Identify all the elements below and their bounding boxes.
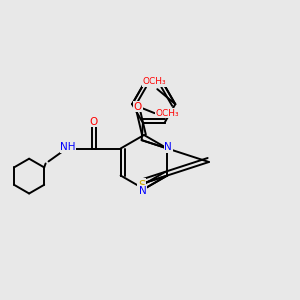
Text: O: O (89, 116, 98, 127)
Text: N: N (164, 142, 172, 152)
Text: S: S (138, 179, 146, 192)
Text: OCH₃: OCH₃ (155, 109, 179, 118)
Text: OCH₃: OCH₃ (142, 77, 166, 86)
Text: O: O (134, 101, 142, 112)
Text: NH: NH (60, 142, 76, 152)
Text: N: N (139, 185, 146, 196)
